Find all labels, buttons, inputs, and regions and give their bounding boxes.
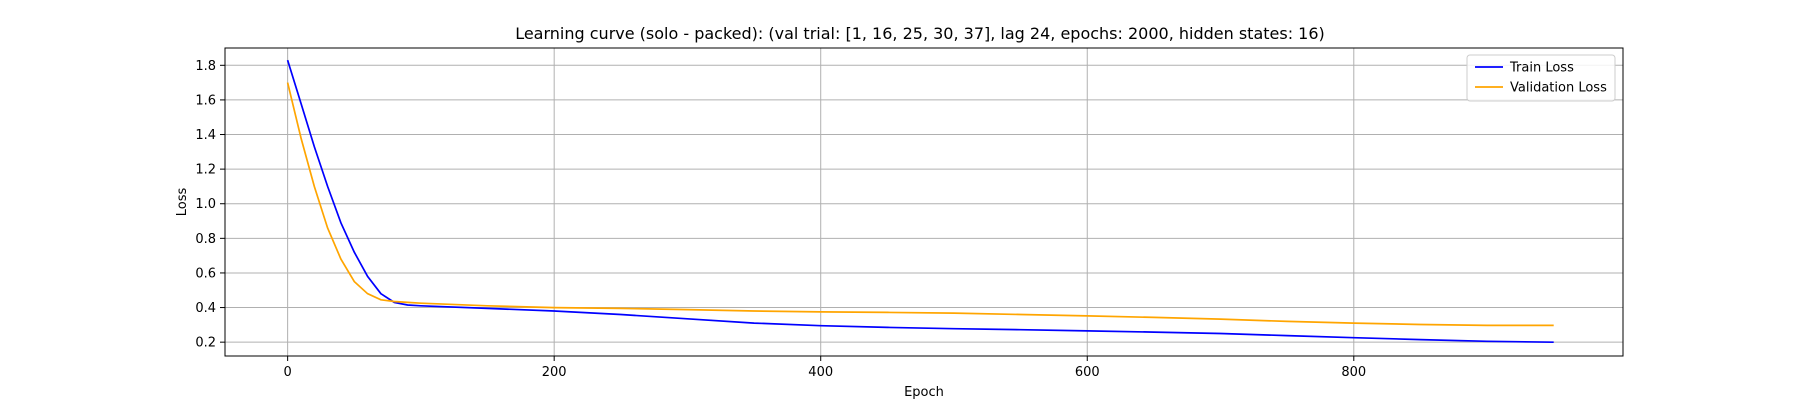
y-tick-label: 0.2	[195, 336, 216, 351]
chart-title: Learning curve (solo - packed): (val tri…	[515, 24, 1325, 43]
y-tick-label: 1.6	[195, 93, 216, 108]
legend-box	[1466, 54, 1616, 102]
grid	[225, 48, 1623, 356]
x-tick-label: 600	[1075, 365, 1100, 380]
y-tick-label: 0.8	[195, 232, 216, 247]
x-axis-ticks: 0 200 400 600 800	[283, 356, 1366, 380]
y-tick-label: 0.4	[195, 301, 216, 316]
legend-label: Train Loss	[1509, 61, 1574, 76]
legend-label: Validation Loss	[1510, 81, 1607, 96]
y-axis-label: Loss	[175, 188, 190, 217]
plot-frame	[224, 47, 1624, 357]
y-tick-label: 1.0	[195, 197, 216, 212]
y-tick-label: 1.4	[195, 128, 216, 143]
series-line-train-loss	[286, 59, 1554, 344]
y-axis-ticks: 0.2 0.4 0.6 0.8 1.0 1.2 1.4 1.6 1.8	[195, 59, 225, 351]
y-tick-label: 1.8	[195, 59, 216, 74]
y-tick-label: 1.2	[195, 163, 216, 178]
x-tick-label: 0	[283, 365, 291, 380]
x-tick-label: 400	[808, 365, 833, 380]
y-tick-label: 0.6	[195, 266, 216, 281]
x-axis-label: Epoch	[904, 385, 944, 400]
series-lines	[286, 59, 1554, 344]
legend: Train Loss Validation Loss	[1466, 54, 1616, 102]
x-tick-label: 800	[1341, 365, 1366, 380]
x-tick-label: 200	[542, 365, 567, 380]
series-line-validation-loss	[286, 82, 1554, 327]
